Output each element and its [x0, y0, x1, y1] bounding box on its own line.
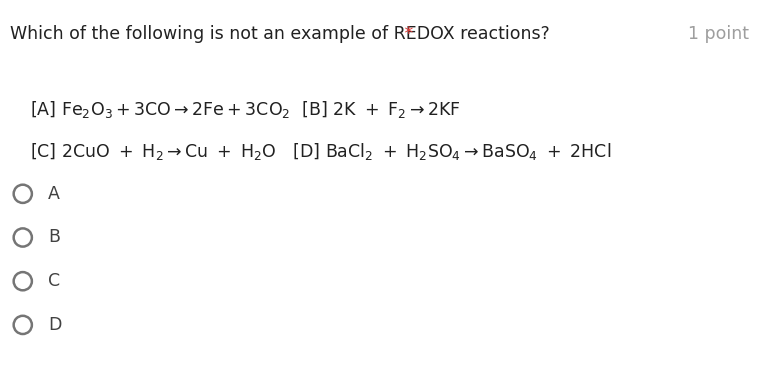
Text: C: C	[48, 272, 60, 290]
Text: 1 point: 1 point	[688, 25, 749, 43]
Text: Which of the following is not an example of REDOX reactions?: Which of the following is not an example…	[10, 25, 550, 43]
Text: *: *	[399, 25, 414, 43]
Text: $\mathregular{[A]\ Fe_2O_3 + 3CO \rightarrow 2Fe + 3CO_2\ \ [B]\ 2K\ +\ F_2 \rig: $\mathregular{[A]\ Fe_2O_3 + 3CO \righta…	[30, 99, 461, 120]
Text: D: D	[48, 316, 61, 334]
Text: B: B	[48, 228, 60, 247]
Text: A: A	[48, 185, 60, 203]
Text: $\mathregular{[C]\ 2CuO\ +\ H_2 \rightarrow Cu\ +\ H_2O\ \ \ [D]\ BaCl_2\ +\ H_2: $\mathregular{[C]\ 2CuO\ +\ H_2 \rightar…	[30, 141, 612, 162]
